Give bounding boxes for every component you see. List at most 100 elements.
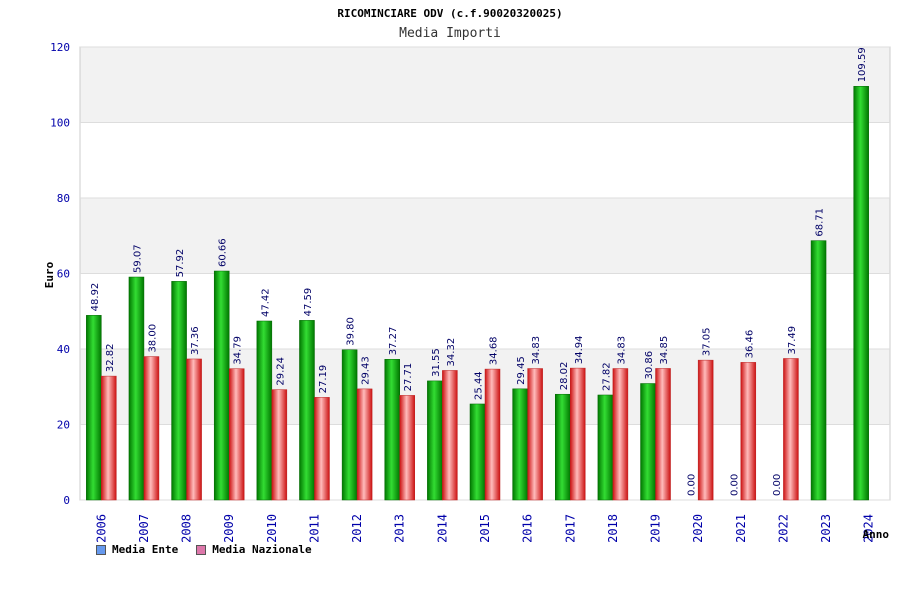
- label-media-ente: 0.00: [729, 474, 740, 496]
- x-tick-label: 2020: [691, 514, 705, 543]
- y-tick-label: 80: [57, 192, 70, 205]
- label-media-nazionale: 27.71: [403, 363, 414, 392]
- x-tick-label: 2008: [180, 514, 194, 543]
- bar-media-nazionale: [484, 368, 501, 501]
- x-tick-label: 2016: [521, 514, 535, 543]
- label-media-ente: 0.00: [687, 474, 698, 496]
- legend: Media Ente Media Nazionale: [96, 543, 312, 556]
- plot-background: [79, 46, 891, 501]
- bar-media-ente: [597, 394, 614, 501]
- x-tick-label: 2013: [393, 514, 407, 543]
- bar-media-nazionale: [442, 370, 458, 501]
- label-media-nazionale: 34.32: [446, 338, 457, 367]
- y-tick-label: 100: [50, 117, 70, 130]
- y-tick-label: 60: [57, 268, 70, 281]
- label-media-ente: 30.86: [644, 351, 655, 380]
- label-media-nazionale: 34.83: [531, 336, 542, 365]
- bar-media-nazionale: [570, 367, 586, 501]
- bar-media-ente: [469, 403, 486, 501]
- label-media-ente: 25.44: [474, 371, 485, 400]
- x-tick-label: 2017: [563, 514, 577, 543]
- label-media-ente: 0.00: [772, 474, 783, 496]
- x-tick-label: 2019: [649, 514, 663, 543]
- label-media-nazionale: 29.24: [275, 357, 286, 386]
- label-media-ente: 29.45: [516, 356, 527, 385]
- bar-media-ente: [810, 240, 827, 501]
- label-media-nazionale: 34.94: [574, 335, 585, 364]
- y-tick-label: 0: [63, 494, 70, 507]
- x-tick-label: 2015: [478, 514, 492, 543]
- bar-media-nazionale: [314, 397, 330, 501]
- bar-media-ente: [555, 393, 571, 501]
- x-tick-label: 2018: [606, 514, 620, 543]
- plot-band: [80, 122, 890, 198]
- x-tick-label: 2011: [307, 514, 321, 543]
- label-media-nazionale: 34.83: [616, 336, 627, 365]
- bar-media-ente: [86, 315, 102, 501]
- label-media-nazionale: 37.49: [787, 326, 798, 355]
- bar-media-ente: [213, 270, 230, 501]
- bar-labels: 48.92 32.82 59.07 38.00 57.92 37.36 60.66 34.79…: [90, 47, 868, 496]
- x-tick-label: 2022: [776, 514, 790, 543]
- label-media-nazionale: 32.82: [105, 343, 116, 372]
- y-axis-label: Euro: [43, 261, 56, 288]
- label-media-nazionale: 34.79: [233, 336, 244, 365]
- x-tick-label: 2009: [222, 514, 236, 543]
- chart-subtitle: Media Importi: [399, 26, 501, 41]
- plot-band: [80, 47, 890, 123]
- chart-title: RICOMINCIARE ODV (c.f.90020320025): [337, 7, 562, 20]
- label-media-ente: 37.27: [388, 327, 399, 356]
- legend-swatch-media-ente: [96, 544, 106, 555]
- bar-media-nazionale: [655, 368, 671, 501]
- label-media-nazionale: 36.46: [744, 330, 755, 359]
- bar-media-ente: [427, 380, 443, 501]
- x-axis-label: Anno: [863, 528, 890, 541]
- legend-label-media-nazionale: Media Nazionale: [212, 543, 312, 556]
- bar-media-nazionale: [740, 362, 757, 501]
- bar-media-ente: [128, 276, 145, 501]
- label-media-ente: 48.92: [90, 283, 101, 312]
- label-media-ente: 31.55: [431, 348, 442, 377]
- y-tick-label: 20: [57, 419, 70, 432]
- bar-media-nazionale: [143, 356, 160, 501]
- bar-media-ente: [853, 86, 869, 501]
- label-media-nazionale: 27.19: [318, 365, 329, 394]
- label-media-nazionale: 29.43: [361, 356, 372, 385]
- bar-media-nazionale: [697, 359, 714, 501]
- bar-media-nazionale: [612, 368, 629, 501]
- bar-media-ente: [171, 281, 187, 501]
- bar-media-nazionale: [527, 368, 543, 501]
- legend-label-media-ente: Media Ente: [112, 543, 179, 556]
- y-tick-label: 40: [57, 343, 70, 356]
- bar-media-ente: [512, 388, 528, 501]
- x-tick-label: 2006: [94, 514, 108, 543]
- y-axis-ticks: 0 20 40 60 80 100 120: [50, 41, 70, 507]
- bar-media-ente: [384, 359, 400, 501]
- bar-media-nazionale: [186, 358, 202, 501]
- x-tick-label: 2023: [819, 514, 833, 543]
- plot-band: [80, 198, 890, 274]
- x-axis-ticks: 2006 2007 2008 2009 2010 2011 2012 2013 2014 2015…: [94, 514, 875, 543]
- label-media-ente: 28.02: [559, 362, 570, 391]
- plot-band: [80, 273, 890, 349]
- bar-media-nazionale: [271, 389, 288, 501]
- label-media-ente: 57.92: [175, 249, 186, 278]
- label-media-ente: 47.59: [303, 288, 314, 317]
- x-tick-label: 2012: [350, 514, 364, 543]
- label-media-ente: 59.07: [132, 244, 143, 273]
- label-media-nazionale: 37.05: [702, 327, 713, 356]
- legend-swatch-media-nazionale: [196, 544, 207, 555]
- legend-item-media-ente: Media Ente: [96, 543, 178, 556]
- bar-media-nazionale: [101, 375, 117, 501]
- label-media-nazionale: 38.00: [147, 324, 158, 353]
- label-media-ente: 60.66: [218, 238, 229, 267]
- y-tick-label: 120: [50, 41, 70, 54]
- bar-media-ente: [299, 320, 315, 501]
- bar-media-nazionale: [356, 388, 373, 501]
- x-tick-label: 2007: [137, 514, 151, 543]
- bar-media-ente: [256, 320, 273, 501]
- x-tick-label: 2021: [734, 514, 748, 543]
- x-tick-label: 2010: [265, 514, 279, 543]
- bar-media-ente: [640, 383, 656, 501]
